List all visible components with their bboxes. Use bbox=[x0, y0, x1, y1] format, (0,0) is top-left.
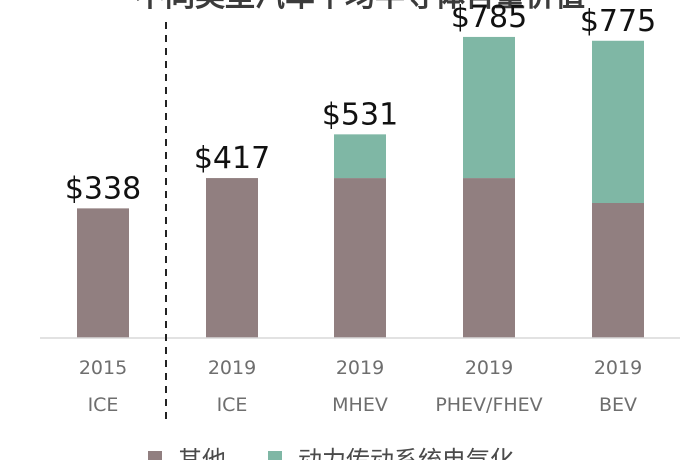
bar-total-label-3: $785 bbox=[451, 0, 527, 35]
bar-segment-other-2 bbox=[334, 178, 386, 338]
bar-segment-powertrain-3 bbox=[463, 36, 515, 179]
x-tick-year-3: 2019 bbox=[465, 357, 513, 379]
bar-total-label-4: $775 bbox=[580, 4, 656, 39]
x-tick-labels: 2015 ICE 2019 ICE 2019 MHEV 2019 PHEV/FHEV 2019 B… bbox=[79, 357, 642, 416]
bar-total-label-1: $417 bbox=[194, 141, 270, 176]
bar-total-label-0: $338 bbox=[65, 171, 141, 206]
bar-segment-other-4 bbox=[592, 202, 644, 338]
bar-segment-other-3 bbox=[463, 178, 515, 338]
legend-label-powertrain: 动力传动系统电气化 bbox=[298, 446, 514, 460]
bar-segment-other-1 bbox=[206, 178, 258, 338]
x-tick-type-2: MHEV bbox=[332, 394, 388, 416]
chart-title: 不同类型汽车平均半导体含量价值 bbox=[135, 0, 585, 14]
x-tick-year-0: 2015 bbox=[79, 357, 127, 379]
x-tick-year-4: 2019 bbox=[594, 357, 642, 379]
legend: 其他 动力传动系统电气化 bbox=[148, 446, 514, 460]
x-tick-type-0: ICE bbox=[88, 394, 119, 416]
bar-segment-powertrain-2 bbox=[334, 134, 386, 179]
x-tick-type-4: BEV bbox=[599, 394, 637, 416]
bar-segment-powertrain-4 bbox=[592, 40, 644, 203]
legend-swatch-other bbox=[148, 451, 162, 460]
bar-total-label-2: $531 bbox=[322, 97, 398, 132]
bar-segment-other-0 bbox=[77, 208, 129, 338]
bars-group bbox=[77, 36, 644, 338]
value-labels-group: $338 $417 $531 $785 $775 bbox=[65, 0, 656, 206]
legend-label-other: 其他 bbox=[178, 446, 226, 460]
legend-swatch-powertrain bbox=[268, 451, 282, 460]
x-tick-year-2: 2019 bbox=[336, 357, 384, 379]
x-tick-type-3: PHEV/FHEV bbox=[435, 394, 542, 416]
x-tick-type-1: ICE bbox=[217, 394, 248, 416]
x-tick-year-1: 2019 bbox=[208, 357, 256, 379]
